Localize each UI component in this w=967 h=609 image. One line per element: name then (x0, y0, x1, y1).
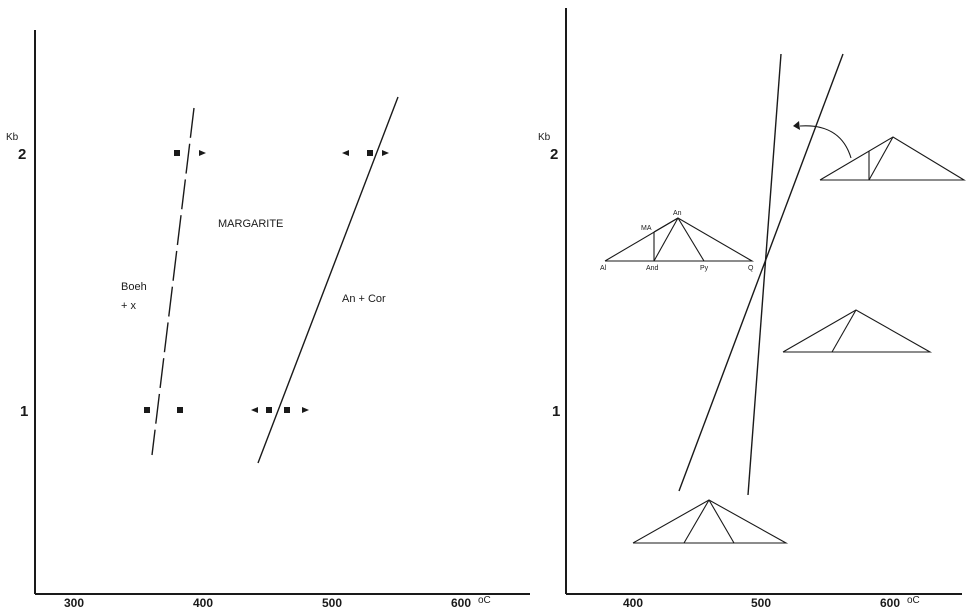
experiment-point (144, 407, 150, 413)
left-y-tick-1: 1 (20, 403, 28, 420)
arrow-left-marker (342, 150, 349, 156)
triangle-tie-line (868, 136, 894, 181)
arrowhead-icon (793, 121, 800, 130)
triangle-tie-line (708, 499, 735, 544)
boehmite-field-label: Boeh (121, 281, 147, 293)
shallow-reaction-line (678, 53, 844, 492)
steep-reaction-line (747, 53, 782, 496)
right-x-tick-500: 500 (751, 596, 771, 609)
triangle-tie-line (683, 499, 710, 544)
experiment-point (177, 407, 183, 413)
left-panel: Kb 2 1 300 400 500 600 oC MARGARITE Boeh… (6, 30, 530, 609)
label-and: And (646, 265, 659, 272)
arrow-left-marker (251, 407, 258, 413)
label-ma: MA (641, 225, 652, 232)
composition-triangle-middle (782, 309, 933, 353)
triangle-outline (819, 136, 966, 181)
experiment-point (174, 150, 180, 156)
right-y-tick-1: 1 (552, 403, 560, 420)
right-x-tick-600: 600 (880, 596, 900, 609)
right-x-unit: oC (907, 595, 920, 606)
triangle-tie-line (653, 217, 679, 262)
arrow-right-marker (382, 150, 389, 156)
label-q: Q (748, 265, 754, 272)
composition-triangle-upper (819, 136, 966, 181)
boehmite-field-label-x: + x (121, 300, 136, 312)
left-x-tick-500: 500 (322, 596, 342, 609)
left-x-unit: oC (478, 595, 491, 606)
left-x-tick-400: 400 (193, 596, 213, 609)
labelled-composition-triangle: An MA Al And Py Q (600, 210, 755, 272)
arrow-right-marker (199, 150, 206, 156)
curved-arrow (799, 125, 852, 159)
composition-triangle-lower (632, 499, 789, 544)
left-x-tick-600: 600 (451, 596, 471, 609)
right-panel: Kb 2 1 400 500 600 oC An MA Al And Py Q (538, 8, 966, 609)
label-al: Al (600, 265, 607, 272)
anorthite-corundum-reaction-line (257, 96, 399, 464)
right-y-unit: Kb (538, 132, 551, 143)
triangle-outline (604, 217, 755, 262)
margarite-field-label: MARGARITE (218, 218, 283, 230)
triangle-outline (782, 309, 933, 353)
right-y-tick-2: 2 (550, 146, 558, 163)
anorthite-corundum-field-label: An + Cor (342, 293, 386, 305)
right-x-tick-400: 400 (623, 596, 643, 609)
experiment-point (367, 150, 373, 156)
arrow-right-marker (302, 407, 309, 413)
label-py: Py (700, 265, 709, 272)
experiment-point (284, 407, 290, 413)
left-y-unit: Kb (6, 132, 19, 143)
experiment-point (266, 407, 272, 413)
label-an: An (673, 210, 682, 217)
left-x-tick-300: 300 (64, 596, 84, 609)
triangle-tie-line (831, 309, 857, 353)
triangle-outline (632, 499, 789, 544)
boehmite-reaction-line (151, 107, 195, 456)
triangle-tie-line (653, 217, 679, 233)
triangle-tie-line (677, 217, 705, 262)
left-y-tick-2: 2 (18, 146, 26, 163)
